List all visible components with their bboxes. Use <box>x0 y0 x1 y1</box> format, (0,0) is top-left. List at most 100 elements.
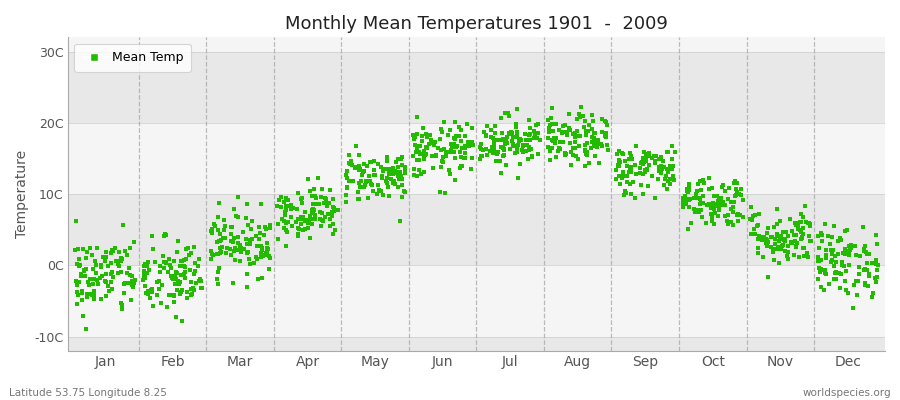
Point <box>342 152 356 159</box>
Point <box>745 216 760 223</box>
Point <box>751 222 765 228</box>
Point <box>834 236 849 243</box>
Point <box>712 207 726 213</box>
Point <box>793 219 807 225</box>
Point <box>109 258 123 264</box>
Point <box>434 126 448 132</box>
Point <box>276 224 291 231</box>
Point <box>870 262 885 268</box>
Point <box>164 265 178 272</box>
Point <box>485 135 500 141</box>
Point <box>791 226 806 232</box>
Point <box>105 246 120 253</box>
Point <box>513 136 527 142</box>
Point <box>140 262 155 269</box>
Point <box>729 189 743 195</box>
Point <box>419 144 434 150</box>
Point <box>85 252 99 258</box>
Point <box>719 218 733 225</box>
Point <box>665 166 680 172</box>
Point <box>99 293 113 299</box>
Point <box>260 239 274 246</box>
Point <box>298 218 312 224</box>
Point <box>128 277 142 283</box>
Point <box>344 161 358 167</box>
Point <box>730 212 744 218</box>
Point <box>293 216 308 222</box>
Point <box>680 189 695 196</box>
Point <box>721 221 735 228</box>
Point <box>635 155 650 162</box>
Point <box>424 137 438 144</box>
Point <box>177 264 192 270</box>
Point <box>524 146 538 152</box>
Point <box>278 243 293 249</box>
Point <box>652 164 666 171</box>
Point <box>474 146 489 153</box>
Point <box>479 132 493 138</box>
Point <box>439 153 454 160</box>
Point <box>182 252 196 258</box>
Point <box>490 151 504 158</box>
Point <box>590 142 604 148</box>
Point <box>644 173 659 180</box>
Point <box>585 139 599 146</box>
Point <box>114 302 129 308</box>
Point <box>667 149 681 156</box>
Point <box>445 141 459 148</box>
Point <box>498 141 512 148</box>
Point <box>848 243 862 249</box>
Point <box>715 184 729 190</box>
Point <box>718 212 733 219</box>
Point <box>594 116 608 122</box>
Point <box>503 146 517 152</box>
Point <box>509 145 524 151</box>
Point <box>512 136 526 143</box>
Point <box>624 164 638 170</box>
Point <box>166 273 180 279</box>
Point <box>249 243 264 250</box>
Point <box>814 237 829 244</box>
Point <box>487 142 501 148</box>
Point <box>616 169 631 176</box>
Point <box>570 128 584 134</box>
Point <box>609 166 624 173</box>
Point <box>629 143 643 149</box>
Point <box>420 145 435 152</box>
Point <box>611 162 625 168</box>
Point <box>385 165 400 171</box>
Point <box>314 194 328 200</box>
Point <box>318 214 332 220</box>
Point <box>316 200 330 206</box>
Point <box>449 144 464 150</box>
Point <box>213 230 228 237</box>
Point <box>79 294 94 301</box>
Point <box>487 147 501 154</box>
Point <box>505 138 519 144</box>
Point <box>115 306 130 313</box>
Point <box>518 130 532 137</box>
Point <box>483 127 498 133</box>
Point <box>257 252 272 258</box>
Point <box>284 213 298 220</box>
Point <box>640 166 654 172</box>
Point <box>94 264 108 270</box>
Point <box>662 163 677 170</box>
Point <box>104 271 118 277</box>
Point <box>326 196 340 202</box>
Point <box>788 220 802 226</box>
Point <box>776 229 790 235</box>
Point <box>705 214 719 220</box>
Point <box>257 231 272 238</box>
Point <box>448 118 463 125</box>
Point <box>169 314 184 320</box>
Point <box>255 275 269 282</box>
Point <box>362 172 376 179</box>
Point <box>156 253 170 260</box>
Point <box>659 173 673 180</box>
Point <box>716 182 730 188</box>
Point <box>279 206 293 213</box>
Point <box>655 158 670 164</box>
Point <box>694 200 708 206</box>
Point <box>814 267 828 274</box>
